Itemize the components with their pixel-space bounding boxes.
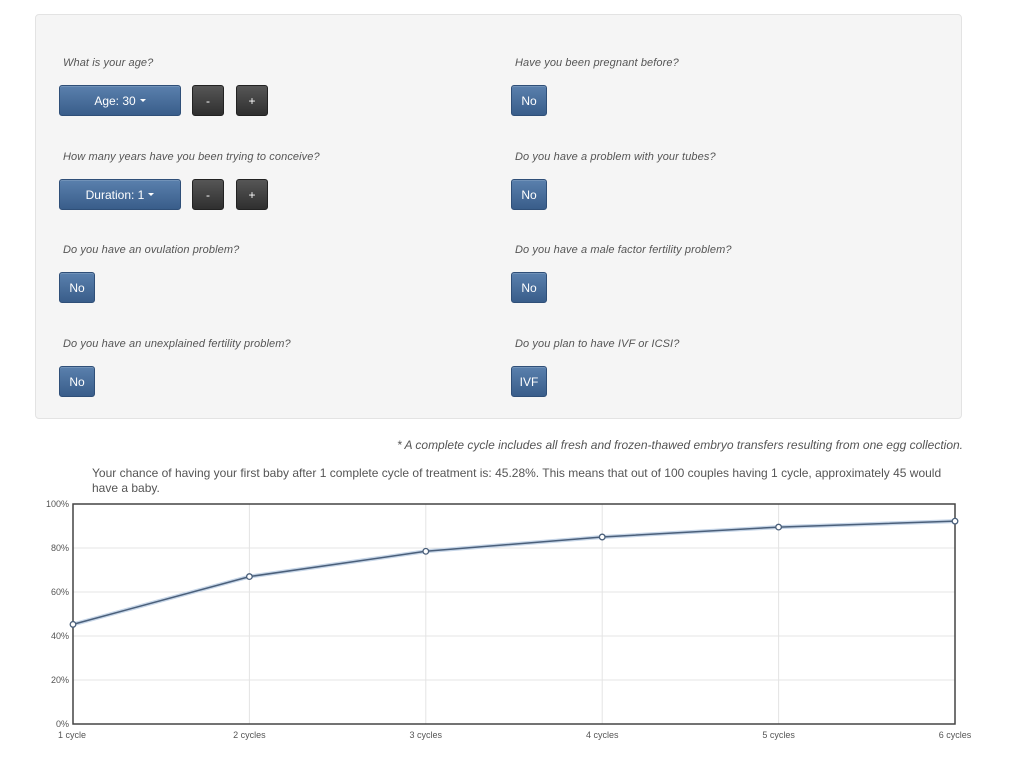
data-point (422, 547, 430, 555)
age-dropdown-label: Age: 30 (94, 93, 136, 108)
treatment-question: Do you plan to have IVF or ICSI? (515, 338, 680, 350)
pregnant-question: Have you been pregnant before? (515, 57, 679, 69)
tubes-toggle-button[interactable]: No (511, 179, 547, 210)
plot-area-border (72, 503, 956, 725)
y-tick-label: 20% (51, 675, 69, 685)
y-tick-label: 0% (56, 719, 69, 729)
age-decrement-button[interactable]: - (192, 85, 224, 116)
y-tick-label: 80% (51, 543, 69, 553)
duration-decrement-button[interactable]: - (192, 179, 224, 210)
data-point (245, 573, 253, 581)
data-point (951, 517, 959, 525)
y-tick-label: 60% (51, 587, 69, 597)
ovulation-toggle-button[interactable]: No (59, 272, 95, 303)
male-factor-toggle-button[interactable]: No (511, 272, 547, 303)
x-tick-label: 5 cycles (762, 730, 795, 740)
ovulation-question: Do you have an ovulation problem? (63, 244, 240, 256)
series-line (72, 520, 956, 626)
y-tick-label: 100% (46, 499, 69, 509)
duration-dropdown[interactable]: Duration: 1 (59, 179, 181, 210)
treatment-toggle-button[interactable]: IVF (511, 366, 547, 397)
age-dropdown[interactable]: Age: 30 (59, 85, 181, 116)
series-line-shadow (72, 519, 956, 627)
pregnant-toggle-button[interactable]: No (511, 85, 547, 116)
duration-question: How many years have you been trying to c… (63, 151, 320, 163)
unexplained-question: Do you have an unexplained fertility pro… (63, 338, 291, 350)
complete-cycle-footnote: * A complete cycle includes all fresh an… (396, 438, 963, 452)
caret-down-icon (139, 99, 146, 102)
fertility-form-panel (35, 14, 962, 419)
duration-increment-button[interactable]: + (236, 179, 268, 210)
x-tick-label: 2 cycles (233, 730, 266, 740)
x-tick-label: 4 cycles (586, 730, 619, 740)
duration-dropdown-label: Duration: 1 (85, 187, 145, 202)
data-point (598, 533, 606, 541)
x-tick-label: 6 cycles (939, 730, 972, 740)
age-increment-button[interactable]: + (236, 85, 268, 116)
result-summary-text: Your chance of having your first baby af… (92, 466, 942, 495)
male-factor-question: Do you have a male factor fertility prob… (515, 244, 732, 256)
x-tick-label: 3 cycles (410, 730, 443, 740)
data-point (69, 620, 77, 628)
x-tick-label: 1 cycle (58, 730, 86, 740)
age-question: What is your age? (63, 57, 154, 69)
tubes-question: Do you have a problem with your tubes? (515, 151, 716, 163)
caret-down-icon (148, 193, 155, 196)
unexplained-toggle-button[interactable]: No (59, 366, 95, 397)
y-tick-label: 40% (51, 631, 69, 641)
data-point (775, 523, 783, 531)
